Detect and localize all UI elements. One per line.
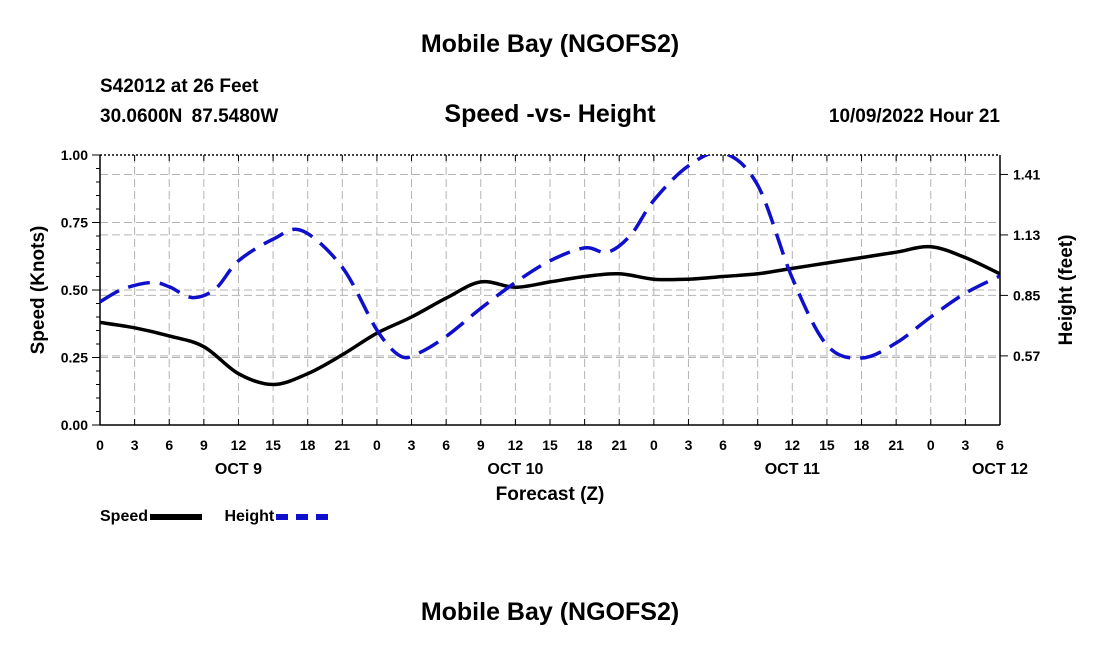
x-tick-label: 18 — [577, 437, 593, 453]
series-layer — [100, 155, 1000, 387]
x-tick-label: 3 — [131, 437, 139, 453]
chart-main-title: Mobile Bay (NGOFS2) — [420, 30, 680, 58]
x-tick-label: 6 — [996, 437, 1004, 453]
x-axis-label: Forecast (Z) — [496, 484, 605, 505]
x-tick-label: 0 — [373, 437, 381, 453]
x-tick-label: 0 — [927, 437, 935, 453]
x-tick-label: 0 — [650, 437, 658, 453]
x-tick-label: 21 — [335, 437, 351, 453]
legend-height-swatch — [276, 514, 329, 520]
x-tick-label: 6 — [719, 437, 727, 453]
y-tick-label: 0.25 — [61, 350, 88, 366]
chart-legend: Speed Height — [100, 508, 346, 526]
station-coordinates: 30.0600N 87.5480W — [100, 106, 279, 127]
x-tick-label: 18 — [854, 437, 870, 453]
axis-ticks: 0 3 6 9 12 15 18 21 0 3 6 9 12 15 18 21 0 3 6 9 12 15 18 21 0 3 6 0… — [61, 147, 1041, 478]
x-tick-label: 0 — [96, 437, 104, 453]
x-tick-label: 21 — [611, 437, 627, 453]
y-tick-label: 1.00 — [61, 147, 88, 163]
date-label: OCT 9 — [215, 461, 262, 478]
y2-tick-label: 1.13 — [1013, 227, 1040, 243]
y2-axis-label: Height (feet) — [1056, 235, 1077, 346]
grid-lines — [100, 155, 1000, 425]
x-tick-label: 6 — [165, 437, 173, 453]
forecast-datetime: 10/09/2022 Hour 21 — [828, 106, 1000, 127]
x-tick-label: 15 — [819, 437, 835, 453]
x-tick-label: 9 — [477, 437, 485, 453]
legend-item-height: Height — [224, 508, 329, 526]
date-label: OCT 11 — [765, 461, 820, 478]
x-tick-label: 12 — [231, 437, 247, 453]
y-tick-label: 0.75 — [61, 215, 88, 231]
series-line-speed — [100, 244, 1000, 387]
y2-tick-label: 1.41 — [1013, 166, 1040, 182]
y-tick-label: 0.00 — [61, 417, 88, 433]
x-tick-label: 9 — [754, 437, 762, 453]
x-tick-label: 3 — [961, 437, 969, 453]
y-axis-label: Speed (Knots) — [28, 226, 49, 355]
x-tick-label: 12 — [508, 437, 524, 453]
footer-title: Mobile Bay (NGOFS2) — [420, 598, 680, 626]
x-tick-label: 9 — [200, 437, 208, 453]
x-tick-label: 18 — [300, 437, 316, 453]
x-tick-label: 3 — [685, 437, 693, 453]
chart-subtitle: Speed -vs- Height — [444, 100, 656, 128]
y2-tick-label: 0.57 — [1013, 348, 1040, 364]
x-tick-label: 15 — [265, 437, 281, 453]
y-tick-label: 0.50 — [61, 282, 88, 298]
legend-speed-swatch — [150, 514, 203, 520]
x-tick-label: 6 — [442, 437, 450, 453]
legend-speed-label: Speed — [100, 508, 149, 525]
station-label: S42012 at 26 Feet — [100, 76, 259, 97]
legend-height-label: Height — [224, 508, 275, 525]
y2-tick-label: 0.85 — [1013, 287, 1040, 303]
legend-item-speed: Speed — [100, 508, 203, 526]
date-label: OCT 12 — [972, 461, 1028, 478]
x-tick-label: 3 — [408, 437, 416, 453]
x-tick-label: 15 — [542, 437, 558, 453]
x-tick-label: 21 — [888, 437, 904, 453]
x-tick-label: 12 — [785, 437, 801, 453]
date-label: OCT 10 — [487, 461, 543, 478]
